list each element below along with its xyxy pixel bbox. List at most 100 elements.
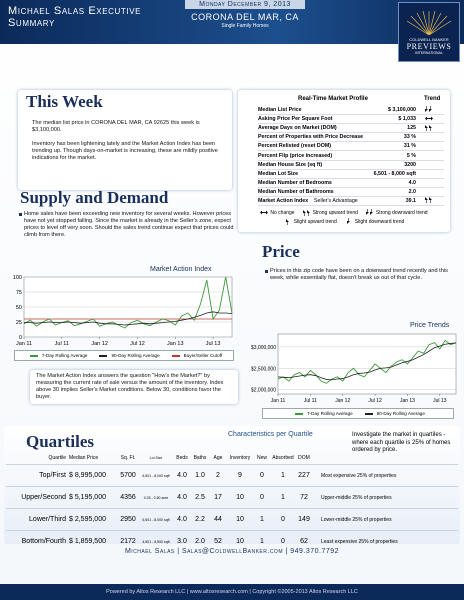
profile-row: Asking Price Per Square Foot $ 1,033: [258, 115, 444, 125]
table-cell: Most expensive 25% of properties: [321, 472, 397, 479]
profile-row: Median List Price $ 3,100,000: [258, 105, 444, 116]
header-subtitle: Single Family Homes: [221, 23, 269, 29]
legend-swatch: [99, 354, 108, 357]
x-tick-label: Jul 11: [55, 341, 69, 347]
logo-text: COLDWELL BANKER: [409, 37, 449, 42]
side-text: Investigate the market in quartiles - wh…: [352, 432, 451, 453]
table-cell: 227: [298, 472, 310, 479]
table-cell: 10: [236, 494, 244, 501]
row-value: 4.0: [408, 179, 416, 186]
legend-label: Slight downward trend: [354, 218, 405, 225]
column-header: Sq. Ft.: [120, 455, 136, 461]
legend-item: 90-Day Rolling Average: [95, 353, 160, 358]
table-cell: 10: [236, 538, 244, 545]
series-line: [277, 342, 457, 381]
table-cell: Bottom/Fourth: [21, 538, 66, 545]
table-cell: 0: [281, 516, 285, 523]
x-tick-label: Jul 12: [130, 341, 145, 347]
x-tick-label: Jul 13: [433, 398, 447, 404]
section-text: Home sales have been exceeding new inven…: [19, 211, 236, 239]
row-label: Percent of Properties with Price Decreas…: [258, 134, 364, 141]
header-date: Monday December 9, 2013: [185, 0, 305, 9]
table-cell: 2.2: [195, 516, 205, 523]
row-label: Median Number of Bathrooms: [258, 188, 334, 195]
legend-label: 90-Day Rolling Average: [111, 353, 160, 358]
x-tick-label: Jul 13: [206, 341, 221, 347]
table-cell: 0: [281, 538, 285, 545]
table-cell: 1: [281, 472, 285, 479]
table-cell: 44: [214, 516, 222, 523]
legend-item: Buyer/Seller Cutoff: [168, 353, 222, 358]
y-tick-label: 75: [16, 290, 22, 296]
row-value: 2.0: [408, 188, 416, 195]
chart-title: Price Trends: [410, 322, 450, 329]
legend-item: 90-Day Rolling Average: [361, 411, 425, 416]
trend-icon: [260, 210, 269, 215]
chart-note: The Market Action Index answers the ques…: [30, 370, 238, 404]
table-row: Lower/Third $ 2,595,000 2950 6,501 - 8,000 …: [6, 508, 458, 530]
legend-item: Slight upward trend: [284, 218, 337, 225]
table-cell: 1: [260, 538, 264, 545]
y-tick-label: 0: [19, 335, 22, 341]
legend-label: Strong downward trend: [375, 209, 428, 216]
paragraph: The median list price in CORONA DEL MAR,…: [32, 120, 200, 133]
table-cell: 6,501 - 8,000 sqft: [142, 517, 170, 522]
trend-icon: [425, 105, 432, 112]
row-value: 125: [407, 125, 416, 132]
table-cell: 0: [260, 472, 264, 479]
plot-area: [277, 333, 457, 395]
table-cell: Upper-middle 25% of properties: [321, 494, 392, 501]
column-header: Lot Size: [149, 456, 163, 460]
row-value: $ 3,100,000: [388, 107, 416, 114]
profile-row: Median Number of Bathrooms 2.0: [258, 188, 444, 197]
table-cell: $ 5,195,000: [69, 494, 106, 501]
table-cell: 4.0: [177, 516, 187, 523]
column-header: Median Price: [69, 455, 99, 461]
table-cell: 1: [281, 494, 285, 501]
table-cell: $ 8,995,000: [69, 472, 106, 479]
chart-title: Market Action Index: [150, 266, 212, 273]
legend-label: Strong upward trend: [312, 209, 358, 216]
row-trend: [416, 196, 444, 205]
logo-rays: [406, 10, 452, 35]
table-cell: 3.0: [177, 538, 187, 545]
legend-label: No change: [270, 209, 295, 216]
y-tick-label: $2,500,000: [251, 366, 276, 372]
profile-row: Market Action Index Seller's Advantage 39.…: [258, 196, 444, 207]
legend-item: 7-Day Rolling Average: [26, 353, 87, 358]
table-header-row: Quartile Median Price Sq. Ft. Lot Size Beds B…: [6, 452, 458, 464]
row-value: 3200: [404, 161, 416, 168]
table-cell: 4.0: [177, 494, 187, 501]
trend-legend: No change Strong upward trend Strong downw…: [240, 208, 448, 226]
row-label: Median House Size (sq ft): [258, 161, 323, 168]
quartiles-panel: [4, 426, 460, 544]
column-header: Absorbed: [272, 455, 294, 461]
row-label: Percent Flip (price increased): [258, 152, 333, 159]
header-info: Monday December 9, 2013 CORONA DEL MAR, …: [185, 0, 305, 44]
row-note: Seller's Advantage: [314, 197, 358, 204]
profile-row: Median House Size (sq ft) 3200: [258, 161, 444, 170]
row-label: Average Days on Market (DOM): [258, 125, 337, 132]
row-value: 39.1: [405, 197, 416, 204]
row-label: Percent Relisted (reset DOM): [258, 143, 332, 150]
table-cell: Lower/Third: [29, 516, 66, 523]
trend-icon: [346, 218, 350, 224]
profile-row: Median Lot Size 6,501 - 8,000 sqft: [258, 170, 444, 179]
legend-swatch: [364, 412, 373, 415]
table-cell: 2: [216, 472, 220, 479]
legend-label: 90-Day Rolling Average: [376, 411, 425, 416]
row-label: Median List Price: [258, 107, 302, 114]
table-cell: $ 2,595,000: [69, 516, 106, 523]
x-tick-label: Jul 12: [368, 398, 382, 404]
table-row: Top/First $ 8,995,000 5700 6,501 - 8,000 sq…: [6, 464, 458, 486]
table-row: Upper/Second $ 5,195,000 4356 0.25 - 0.50 a…: [6, 486, 458, 508]
table-cell: 5700: [120, 472, 136, 479]
table-cell: 4.0: [177, 472, 187, 479]
legend-swatch: [295, 412, 304, 415]
column-header: Baths: [193, 455, 207, 461]
trend-icon: [302, 210, 310, 216]
legend: 7-Day Rolling Average 90-Day Rolling Aver…: [14, 350, 234, 361]
section-title: This Week: [26, 92, 103, 111]
row-label: Median Number of Bedrooms: [258, 179, 332, 186]
